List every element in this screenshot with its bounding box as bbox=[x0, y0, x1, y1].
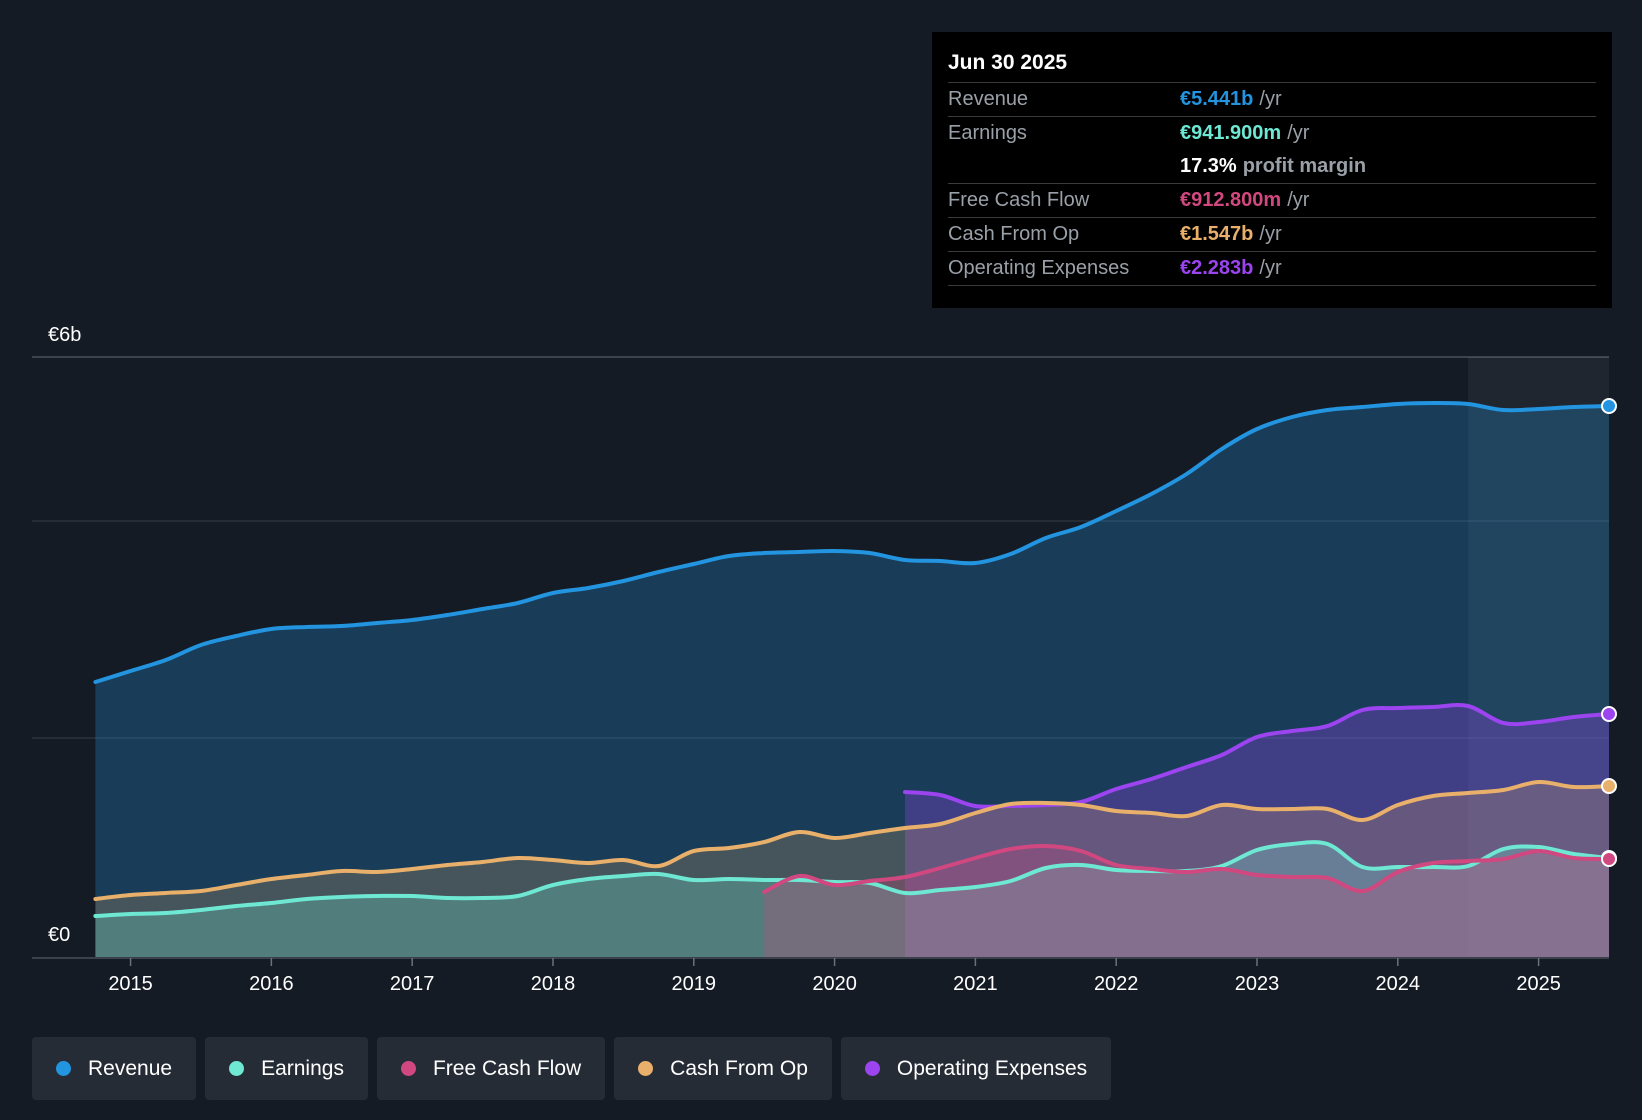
tooltip-unit: /yr bbox=[1259, 257, 1282, 279]
legend-label: Free Cash Flow bbox=[432, 1056, 582, 1080]
line-opex bbox=[903, 702, 1611, 809]
tooltip-label: Cash From Op bbox=[948, 223, 1080, 245]
tooltip-unit: /yr bbox=[1259, 88, 1282, 110]
x-tick-label: 2021 bbox=[953, 973, 998, 995]
series-lines bbox=[93, 400, 1611, 918]
tooltip-row-cash-from-op: Cash From Op €1.547b /yr bbox=[948, 218, 1596, 252]
tooltip-row-earnings: Earnings €941.900m /yr bbox=[948, 117, 1596, 150]
x-tick-label: 2016 bbox=[249, 973, 294, 995]
legend-item-earnings[interactable]: Earnings bbox=[205, 1037, 368, 1100]
tooltip-unit: /yr bbox=[1287, 189, 1310, 211]
x-tick-label: 2015 bbox=[108, 973, 153, 995]
y-tick-label-6b: €6b bbox=[48, 324, 81, 346]
x-tick-label: 2024 bbox=[1376, 973, 1421, 995]
legend-label: Operating Expenses bbox=[896, 1056, 1088, 1080]
end-dot-opex bbox=[1601, 706, 1617, 722]
x-tick-label: 2018 bbox=[531, 973, 576, 995]
legend: Revenue Earnings Free Cash Flow Cash Fro… bbox=[32, 1037, 1112, 1100]
tooltip-value: €941.900m bbox=[1180, 122, 1282, 144]
tooltip-panel: Jun 30 2025 Revenue €5.441b /yr Earnings… bbox=[932, 32, 1612, 308]
legend-label: Revenue bbox=[88, 1056, 173, 1080]
tooltip-date: Jun 30 2025 bbox=[948, 46, 1596, 83]
tooltip-value: €5.441b bbox=[1180, 88, 1254, 110]
tooltip-value: 17.3% bbox=[1180, 155, 1237, 177]
legend-dot-icon bbox=[56, 1061, 71, 1076]
tooltip-row-profit-margin: 17.3% profit margin bbox=[948, 150, 1596, 184]
area-cfo bbox=[95, 781, 1609, 957]
tooltip-label: Revenue bbox=[948, 88, 1029, 110]
x-tick-label: 2020 bbox=[812, 973, 857, 995]
tooltip-label: Operating Expenses bbox=[948, 257, 1130, 279]
x-tick-label: 2023 bbox=[1235, 973, 1280, 995]
legend-dot-icon bbox=[229, 1061, 245, 1076]
area-revenue bbox=[95, 402, 1609, 957]
legend-item-free-cash-flow[interactable]: Free Cash Flow bbox=[376, 1037, 606, 1100]
tooltip-row-operating-expenses: Operating Expenses €2.283b /yr bbox=[948, 252, 1596, 286]
legend-item-cash-from-op[interactable]: Cash From Op bbox=[614, 1037, 832, 1100]
series-end-dots bbox=[1601, 398, 1617, 867]
tooltip-unit: profit margin bbox=[1242, 155, 1367, 177]
area-opex bbox=[905, 704, 1609, 957]
legend-label: Cash From Op bbox=[670, 1056, 808, 1080]
line-fcf bbox=[762, 843, 1611, 894]
line-cfo bbox=[93, 779, 1611, 901]
tooltip-value: €912.800m bbox=[1180, 189, 1282, 211]
tooltip-unit: /yr bbox=[1287, 122, 1310, 144]
end-dot-cfo bbox=[1601, 778, 1617, 794]
tooltip-label: Free Cash Flow bbox=[948, 189, 1090, 211]
legend-dot-icon bbox=[400, 1061, 416, 1076]
legend-label: Earnings bbox=[261, 1056, 344, 1080]
end-dot-fcf bbox=[1601, 851, 1617, 867]
x-axis-ticks: 2015 2016 2017 2018 2019 2020 2021 2022 2023 2024… bbox=[108, 958, 1561, 995]
x-tick-label: 2019 bbox=[672, 973, 717, 995]
x-tick-label: 2017 bbox=[390, 973, 435, 995]
tooltip-label bbox=[948, 150, 1180, 183]
legend-item-revenue[interactable]: Revenue bbox=[32, 1037, 197, 1100]
x-tick-label: 2022 bbox=[1094, 973, 1139, 995]
legend-dot-icon bbox=[864, 1061, 880, 1076]
gridlines bbox=[32, 356, 1609, 739]
tooltip-label: Earnings bbox=[948, 122, 1027, 144]
legend-dot-icon bbox=[638, 1061, 654, 1076]
tooltip-row-revenue: Revenue €5.441b /yr bbox=[948, 83, 1596, 117]
tooltip-row-free-cash-flow: Free Cash Flow €912.800m /yr bbox=[948, 184, 1596, 218]
series-areas bbox=[95, 402, 1609, 957]
line-revenue bbox=[93, 400, 1611, 684]
end-dot-revenue bbox=[1601, 398, 1617, 414]
x-tick-label: 2025 bbox=[1516, 973, 1561, 995]
tooltip-value: €1.547b bbox=[1180, 223, 1254, 245]
y-tick-label-0: €0 bbox=[48, 924, 70, 946]
tooltip-value: €2.283b bbox=[1180, 257, 1254, 279]
tooltip-unit: /yr bbox=[1259, 223, 1282, 245]
legend-item-operating-expenses[interactable]: Operating Expenses bbox=[840, 1037, 1112, 1100]
